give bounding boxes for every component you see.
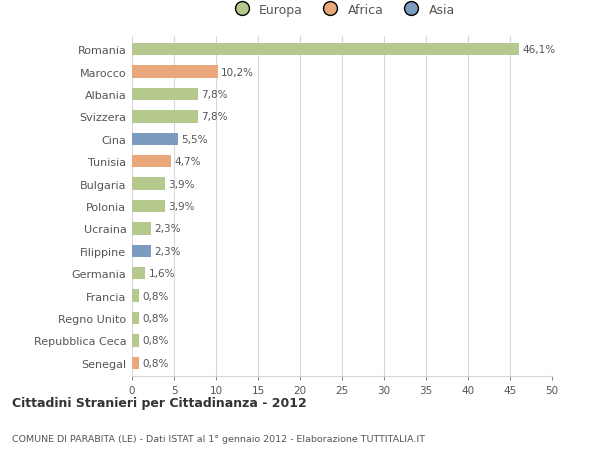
Bar: [132, 312, 139, 325]
Text: Cittadini Stranieri per Cittadinanza - 2012: Cittadini Stranieri per Cittadinanza - 2…: [12, 396, 307, 409]
Bar: [132, 201, 165, 213]
Text: 3,9%: 3,9%: [168, 202, 194, 212]
Text: 10,2%: 10,2%: [221, 67, 254, 78]
Text: 0,8%: 0,8%: [142, 358, 169, 368]
Text: 3,9%: 3,9%: [168, 179, 194, 189]
Bar: [132, 357, 139, 369]
Legend: Europa, Africa, Asia: Europa, Africa, Asia: [224, 0, 460, 22]
Text: 2,3%: 2,3%: [155, 224, 181, 234]
Text: 46,1%: 46,1%: [523, 45, 556, 55]
Text: 0,8%: 0,8%: [142, 291, 169, 301]
Text: 1,6%: 1,6%: [149, 269, 175, 279]
Bar: [132, 134, 178, 146]
Text: 2,3%: 2,3%: [155, 246, 181, 256]
Bar: [132, 335, 139, 347]
Text: 7,8%: 7,8%: [201, 112, 227, 122]
Text: 0,8%: 0,8%: [142, 336, 169, 346]
Bar: [132, 67, 218, 78]
Text: 7,8%: 7,8%: [201, 90, 227, 100]
Text: 5,5%: 5,5%: [182, 134, 208, 145]
Text: 0,8%: 0,8%: [142, 313, 169, 323]
Bar: [132, 223, 151, 235]
Bar: [132, 156, 172, 168]
Bar: [132, 245, 151, 257]
Bar: [132, 111, 197, 123]
Bar: [132, 44, 519, 56]
Bar: [132, 290, 139, 302]
Text: COMUNE DI PARABITA (LE) - Dati ISTAT al 1° gennaio 2012 - Elaborazione TUTTITALI: COMUNE DI PARABITA (LE) - Dati ISTAT al …: [12, 434, 425, 442]
Bar: [132, 178, 165, 190]
Bar: [132, 89, 197, 101]
Text: 4,7%: 4,7%: [175, 157, 202, 167]
Bar: [132, 268, 145, 280]
